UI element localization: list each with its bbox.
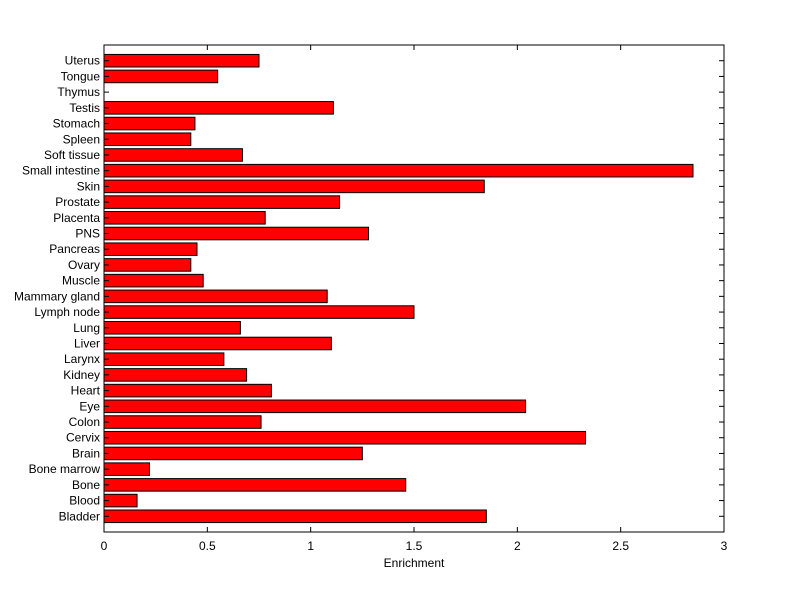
y-tick-label-mammary-gland: Mammary gland xyxy=(14,289,100,303)
y-tick-label-thymus: Thymus xyxy=(57,85,100,99)
y-tick-label-cervix: Cervix xyxy=(66,431,100,445)
bar-soft-tissue xyxy=(103,148,243,162)
y-tick-label-ovary: Ovary xyxy=(68,258,100,272)
bar-muscle xyxy=(103,273,204,288)
y-tick-label-bone: Bone xyxy=(72,478,100,492)
bar-mammary-gland xyxy=(103,289,328,304)
y-tick-label-uterus: Uterus xyxy=(65,54,100,68)
bar-spleen xyxy=(103,132,192,147)
x-tick-label: 1.5 xyxy=(406,539,423,553)
y-tick-label-lung: Lung xyxy=(73,321,100,335)
y-tick-label-soft-tissue: Soft tissue xyxy=(44,148,100,162)
y-tick-label-blood: Blood xyxy=(69,494,100,508)
bar-cervix xyxy=(103,430,587,445)
y-tick-label-placenta: Placenta xyxy=(53,211,100,225)
bar-stomach xyxy=(103,116,196,131)
plot-frame xyxy=(103,44,725,533)
x-tick-label: 2.5 xyxy=(612,539,629,553)
bar-larynx xyxy=(103,352,225,366)
x-tick-label: 0.5 xyxy=(199,539,216,553)
bar-eye xyxy=(103,399,527,414)
bar-colon xyxy=(103,415,262,429)
y-tick-label-kidney: Kidney xyxy=(63,368,100,382)
x-tick-label: 1 xyxy=(307,539,314,553)
bar-tongue xyxy=(103,69,219,84)
bar-bladder xyxy=(103,509,487,524)
bar-placenta xyxy=(103,211,266,225)
y-tick-label-bone-marrow: Bone marrow xyxy=(29,462,101,476)
y-tick-label-larynx: Larynx xyxy=(64,352,100,366)
y-tick-label-liver: Liver xyxy=(74,336,100,350)
x-tick-label: 2 xyxy=(514,539,521,553)
y-tick-label-prostate: Prostate xyxy=(55,195,100,209)
bar-bone-marrow xyxy=(103,462,150,476)
y-tick-label-stomach: Stomach xyxy=(53,117,100,131)
bar-pns xyxy=(103,226,370,241)
y-tick-label-pancreas: Pancreas xyxy=(49,242,100,256)
bar-kidney xyxy=(103,368,248,382)
x-tick-label: 0 xyxy=(101,539,108,553)
y-tick-label-muscle: Muscle xyxy=(62,274,100,288)
bar-ovary xyxy=(103,258,192,272)
y-tick-label-small-intestine: Small intestine xyxy=(22,164,100,178)
bar-lung xyxy=(103,320,241,335)
y-tick-label-bladder: Bladder xyxy=(59,509,100,523)
bar-lymph-node xyxy=(103,305,415,319)
bar-liver xyxy=(103,336,332,351)
bar-uterus xyxy=(103,53,260,68)
y-tick-label-pns: PNS xyxy=(75,227,100,241)
bar-skin xyxy=(103,179,485,194)
y-tick-label-spleen: Spleen xyxy=(63,132,100,146)
bar-testis xyxy=(103,101,334,115)
y-tick-label-testis: Testis xyxy=(69,101,100,115)
bar-heart xyxy=(103,383,272,398)
y-tick-label-heart: Heart xyxy=(71,384,101,398)
y-tick-label-skin: Skin xyxy=(77,179,100,193)
bar-small-intestine xyxy=(103,163,694,178)
bar-prostate xyxy=(103,195,341,209)
x-axis-label: Enrichment xyxy=(384,556,445,570)
y-tick-label-tongue: Tongue xyxy=(61,69,101,83)
y-tick-label-eye: Eye xyxy=(79,399,100,413)
bar-brain xyxy=(103,446,363,461)
x-tick-label: 3 xyxy=(721,539,728,553)
bar-bone xyxy=(103,478,407,492)
bar-pancreas xyxy=(103,242,198,257)
y-tick-label-colon: Colon xyxy=(69,415,100,429)
y-tick-label-brain: Brain xyxy=(72,446,100,460)
y-tick-label-lymph-node: Lymph node xyxy=(34,305,100,319)
